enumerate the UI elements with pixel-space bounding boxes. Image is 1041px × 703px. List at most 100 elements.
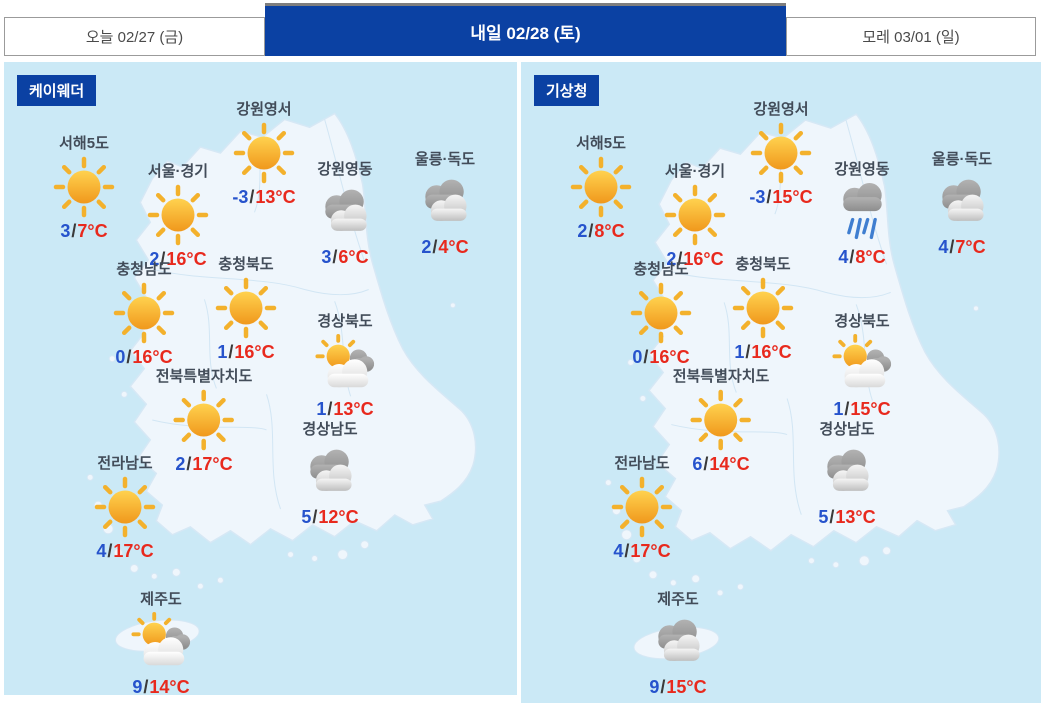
temperature-low: 6	[692, 454, 703, 474]
temperature-high: 16°C	[683, 249, 724, 269]
weather-icon	[814, 440, 880, 506]
temperature-separator: /	[745, 342, 751, 362]
temperature: 5/13°C	[818, 507, 875, 528]
temperature-high: 14°C	[709, 454, 750, 474]
weather-icon	[312, 180, 378, 246]
region-label: 경상남도	[819, 421, 875, 438]
sun-icon	[52, 155, 116, 219]
weather-icon	[828, 332, 896, 398]
weather-item-seohae5do: 서해5도 2/8°C	[569, 132, 633, 242]
temperature: 1/16°C	[217, 342, 274, 363]
weather-item-gyeongnam: 경상남도 5/12°C	[297, 418, 363, 528]
weather-icon	[146, 182, 210, 248]
tab-tomorrow-label: 내일 02/28 (토)	[470, 23, 581, 43]
weather-item-chungbuk: 충청북도 1/16°C	[214, 253, 278, 363]
region-label: 경상북도	[317, 313, 373, 330]
temperature: 5/12°C	[301, 507, 358, 528]
temperature-separator: /	[160, 249, 166, 269]
temperature-separator: /	[677, 249, 683, 269]
temperature-low: 4	[613, 541, 624, 561]
weather-icon	[172, 387, 236, 453]
weather-icon	[689, 387, 753, 453]
weather-icon	[610, 474, 674, 540]
temperature: 2/17°C	[175, 454, 232, 475]
temperature-low: 4	[96, 541, 107, 561]
region-label: 제주도	[657, 591, 699, 608]
temperature-low: 5	[818, 507, 829, 527]
temperature-low: 2	[421, 237, 432, 257]
region-label: 울릉·독도	[931, 151, 993, 168]
weather-icon	[127, 610, 195, 676]
tab-today[interactable]: 오늘 02/27 (금)	[4, 17, 265, 56]
weather-item-gangwon-yeongdong: 강원영동 3/6°C	[312, 158, 378, 268]
sun-icon	[610, 475, 674, 539]
temperature: 0/16°C	[115, 347, 172, 368]
temperature-separator: /	[327, 399, 333, 419]
temperature-high: 13°C	[333, 399, 374, 419]
temperature-separator: /	[829, 507, 835, 527]
temperature-separator: /	[107, 541, 113, 561]
weather-item-seoul-gyeonggi: 서울·경기 2/16°C	[146, 160, 210, 270]
tab-tomorrow[interactable]: 내일 02/28 (토)	[265, 3, 786, 56]
sun-icon	[172, 388, 236, 452]
temperature-high: 15°C	[850, 399, 891, 419]
temperature: 4/17°C	[613, 541, 670, 562]
region-label: 충청남도	[633, 261, 689, 278]
temperature-high: 6°C	[338, 247, 369, 267]
temperature-low: 9	[132, 677, 143, 695]
temperature-separator: /	[143, 677, 149, 695]
temperature-high: 14°C	[149, 677, 190, 695]
sun-cloud-icon	[315, 334, 376, 390]
temperature-separator: /	[332, 247, 338, 267]
temperature: 9/15°C	[649, 677, 706, 698]
tab-today-label: 오늘 02/27 (금)	[85, 29, 184, 46]
clouds-icon	[942, 179, 984, 221]
temperature: 3/7°C	[60, 221, 107, 242]
temperature-separator: /	[71, 221, 77, 241]
weather-item-jeonbuk: 전북특별자치도 6/14°C	[673, 365, 770, 475]
temperature-high: 4°C	[438, 237, 469, 257]
weather-icon	[93, 474, 157, 540]
tab-day-after-label: 모레 03/01 (일)	[862, 29, 960, 46]
temperature-high: 8°C	[855, 247, 886, 267]
temperature: 2/8°C	[577, 221, 624, 242]
source-badge-kweather: 케이웨더	[17, 75, 97, 106]
temperature-separator: /	[844, 399, 850, 419]
temperature-low: 1	[316, 399, 327, 419]
temperature-low: -3	[749, 187, 766, 207]
temperature-high: 15°C	[772, 187, 813, 207]
temperature-high: 17°C	[192, 454, 233, 474]
tab-day-after-tomorrow[interactable]: 모레 03/01 (일)	[786, 17, 1036, 56]
temperature: 4/17°C	[96, 541, 153, 562]
sun-cloud-icon	[131, 612, 192, 668]
region-label: 충청북도	[735, 256, 791, 273]
sun-icon	[112, 281, 176, 345]
temperature: 3/6°C	[321, 247, 368, 268]
temperature: 4/8°C	[838, 247, 885, 268]
region-label: 전라남도	[97, 455, 153, 472]
temperature-separator: /	[228, 342, 234, 362]
clouds-icon	[658, 619, 700, 661]
temperature-high: 16°C	[132, 347, 173, 367]
weather-icon	[311, 332, 379, 398]
region-label: 서해5도	[576, 135, 626, 152]
weather-item-jeonnam: 전라남도 4/17°C	[93, 452, 157, 562]
temperature: -3/15°C	[749, 187, 812, 208]
weather-icon	[112, 280, 176, 346]
temperature-separator: /	[312, 507, 318, 527]
weather-item-chungnam: 충청남도 0/16°C	[629, 258, 693, 368]
temperature-low: 2	[175, 454, 186, 474]
weather-icon	[663, 182, 727, 248]
region-label: 서울·경기	[147, 163, 209, 180]
temperature-low: 4	[838, 247, 849, 267]
clouds-icon	[425, 179, 467, 221]
temperature-separator: /	[766, 187, 772, 207]
weather-icon	[297, 440, 363, 506]
sun-icon	[214, 276, 278, 340]
temperature: 1/16°C	[734, 342, 791, 363]
sun-icon	[663, 183, 727, 247]
temperature-low: 9	[649, 677, 660, 697]
temperature-high: 16°C	[166, 249, 207, 269]
temperature-high: 17°C	[630, 541, 671, 561]
region-label: 강원영동	[834, 161, 890, 178]
